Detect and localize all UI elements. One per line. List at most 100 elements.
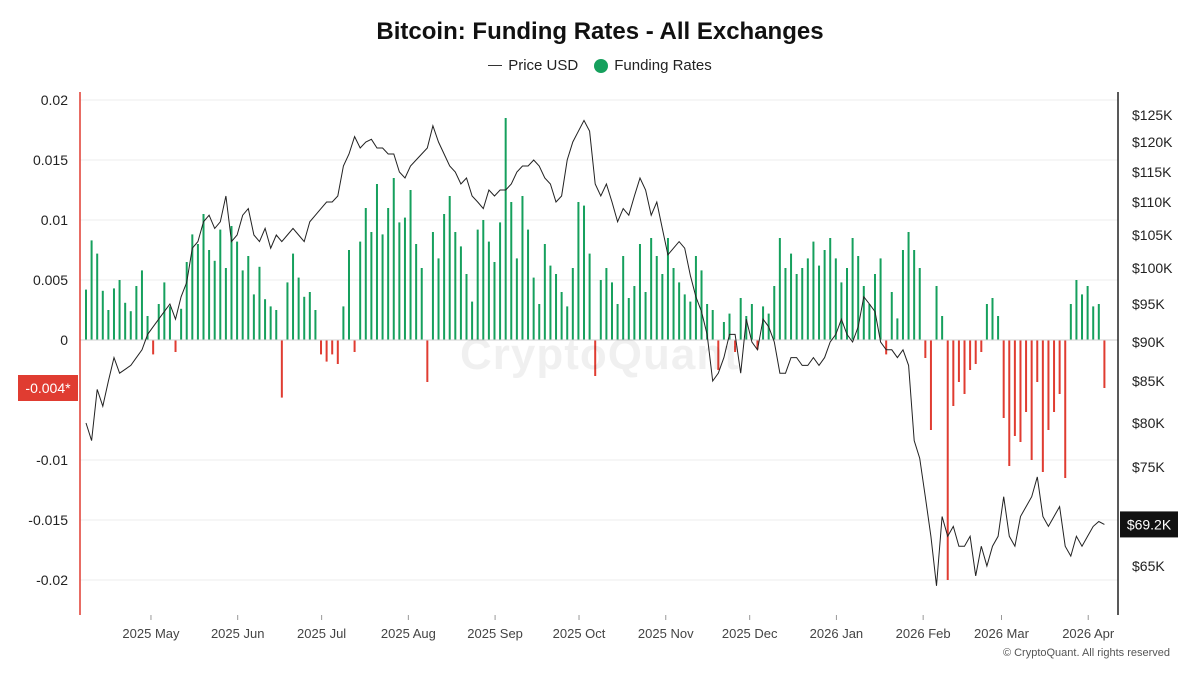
funding-bar xyxy=(638,244,641,340)
funding-bar xyxy=(1036,340,1039,382)
funding-bar xyxy=(336,340,339,364)
funding-bar xyxy=(605,268,608,340)
funding-bar xyxy=(722,322,725,340)
funding-bar xyxy=(320,340,323,355)
funding-bar xyxy=(627,298,630,340)
legend-label-funding: Funding Rates xyxy=(614,57,712,74)
funding-bar xyxy=(118,280,121,340)
funding-bar xyxy=(96,253,99,340)
funding-bar xyxy=(370,232,373,340)
funding-bar xyxy=(543,244,546,340)
funding-bar xyxy=(241,270,244,340)
funding-bar xyxy=(650,238,653,340)
y-right-tick-label: $80K xyxy=(1132,415,1165,431)
y-left-tick-label: 0.015 xyxy=(33,152,68,168)
funding-bar xyxy=(885,340,888,355)
funding-bar xyxy=(387,208,390,340)
funding-bar xyxy=(403,217,406,340)
funding-bar xyxy=(347,250,350,340)
funding-bar xyxy=(644,292,647,340)
y-left-tick-label: 0.02 xyxy=(41,92,68,108)
funding-bar xyxy=(1081,294,1084,340)
funding-bar xyxy=(90,240,93,340)
funding-bar xyxy=(437,258,440,340)
funding-bar xyxy=(795,274,798,340)
funding-bar xyxy=(135,286,138,340)
funding-bar xyxy=(555,274,558,340)
funding-bar xyxy=(538,304,541,340)
funding-bar xyxy=(689,301,692,340)
funding-bar xyxy=(308,292,311,340)
funding-bar xyxy=(610,282,613,340)
funding-bar xyxy=(202,214,205,340)
funding-bar xyxy=(711,310,714,340)
funding-bar xyxy=(957,340,960,382)
funding-bar xyxy=(594,340,597,376)
y-left-tick-label: 0.01 xyxy=(41,212,68,228)
y-right-tick-label: $110K xyxy=(1132,194,1172,210)
funding-bar xyxy=(112,288,115,340)
funding-bar xyxy=(482,220,485,340)
funding-bar xyxy=(952,340,955,406)
funding-bar xyxy=(124,302,127,340)
funding-bar xyxy=(409,190,412,340)
y-right-tick-label: $105K xyxy=(1132,227,1173,243)
x-tick-label: 2025 Sep xyxy=(467,626,523,641)
funding-bar xyxy=(107,310,110,340)
funding-bar xyxy=(980,340,983,352)
x-tick-label: 2026 Mar xyxy=(974,626,1030,641)
funding-bar xyxy=(784,268,787,340)
x-tick-label: 2025 Jul xyxy=(297,626,346,641)
funding-bar xyxy=(454,232,457,340)
funding-bar xyxy=(879,258,882,340)
funding-bar xyxy=(180,308,183,340)
y-right-tick-label: $100K xyxy=(1132,260,1173,276)
funding-bar xyxy=(510,202,513,340)
funding-bar xyxy=(398,222,401,340)
funding-bar xyxy=(230,226,233,340)
funding-bar xyxy=(745,316,748,340)
funding-bar xyxy=(918,268,921,340)
funding-bar xyxy=(191,234,194,340)
funding-bar xyxy=(152,340,155,355)
funding-bar xyxy=(101,290,104,340)
funding-bar xyxy=(331,340,334,355)
funding-bar xyxy=(890,292,893,340)
y-left-tick-label: 0 xyxy=(60,332,68,348)
funding-bar xyxy=(1041,340,1044,472)
funding-bar xyxy=(1013,340,1016,436)
funding-bar xyxy=(1008,340,1011,466)
watermark: CryptoQuant xyxy=(460,330,740,379)
y-right-tick-label: $90K xyxy=(1132,334,1165,350)
legend-item-price[interactable]: Price USD xyxy=(488,57,578,74)
funding-bar xyxy=(146,316,149,340)
funding-bar xyxy=(655,256,658,340)
chart-legend: Price USD Funding Rates xyxy=(0,57,1200,74)
funding-bar xyxy=(734,340,737,352)
funding-bar xyxy=(459,246,462,340)
funding-bar xyxy=(353,340,356,352)
funding-bar xyxy=(969,340,972,370)
funding-bar xyxy=(208,250,211,340)
funding-bar xyxy=(1103,340,1106,388)
funding-bar xyxy=(286,282,289,340)
funding-bar xyxy=(896,318,899,340)
funding-bar xyxy=(487,241,490,340)
funding-bar xyxy=(566,306,569,340)
funding-bar xyxy=(196,244,199,340)
funding-bar xyxy=(269,306,272,340)
funding-bar xyxy=(717,340,720,370)
funding-bar xyxy=(174,340,177,352)
funding-bar xyxy=(1025,340,1028,412)
y-right-tick-label: $65K xyxy=(1132,558,1165,574)
y-left-tick-label: -0.01 xyxy=(36,452,68,468)
funding-bar xyxy=(633,286,636,340)
copyright-notice: © CryptoQuant. All rights reserved xyxy=(1002,647,1170,659)
funding-bar xyxy=(392,178,395,340)
dot-legend-icon xyxy=(594,58,609,73)
funding-bar xyxy=(571,268,574,340)
current-funding-label: -0.004* xyxy=(25,380,71,396)
legend-item-funding[interactable]: Funding Rates xyxy=(594,57,712,74)
funding-bar xyxy=(823,250,826,340)
funding-bar xyxy=(773,286,776,340)
